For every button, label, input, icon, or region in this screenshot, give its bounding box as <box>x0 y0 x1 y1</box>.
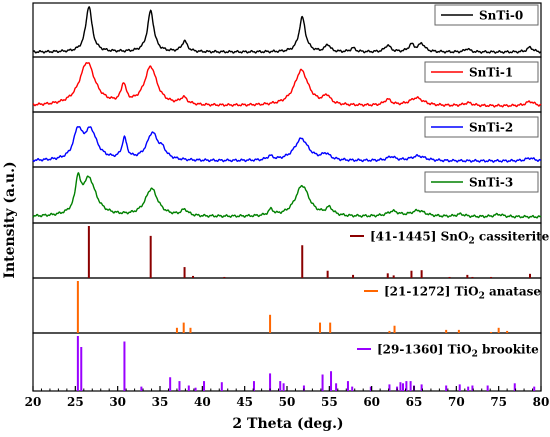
legend-box <box>424 61 539 83</box>
legend-box <box>424 171 539 193</box>
x-axis-label: 2 Theta (deg.) <box>232 416 343 432</box>
reference-label: [21-1272] TiO2 anatase <box>384 285 541 302</box>
x-tick-label: 50 <box>279 395 296 409</box>
x-tick-label: 25 <box>67 395 84 409</box>
x-tick-label: 20 <box>25 395 42 409</box>
y-axis-label: Intensity (a.u.) <box>2 161 18 278</box>
legend-label: SnTi-0 <box>479 9 523 23</box>
legend-label: SnTi-3 <box>469 176 513 190</box>
series-line-snti-2 <box>32 126 542 163</box>
legend-label: SnTi-2 <box>469 121 513 135</box>
series-line-snti-0 <box>32 6 542 54</box>
x-tick-label: 40 <box>194 395 211 409</box>
legend-box <box>424 116 539 138</box>
x-tick-label: 60 <box>363 395 380 409</box>
x-tick-label: 75 <box>490 395 507 409</box>
x-tick-label: 80 <box>533 395 550 409</box>
x-tick-label: 55 <box>321 395 338 409</box>
x-tick-label: 65 <box>406 395 423 409</box>
x-tick-label: 70 <box>448 395 465 409</box>
x-tick-label: 35 <box>152 395 169 409</box>
x-tick-label: 30 <box>109 395 126 409</box>
series-line-snti-3 <box>32 171 542 219</box>
reference-label: [29-1360] TiO2 brookite <box>377 343 539 360</box>
reference-label: [41-1445] SnO2 cassiterite <box>370 230 550 247</box>
x-tick-label: 45 <box>236 395 253 409</box>
legend-label: SnTi-1 <box>469 66 513 80</box>
legend-box <box>434 4 539 26</box>
series-line-snti-1 <box>32 62 542 108</box>
